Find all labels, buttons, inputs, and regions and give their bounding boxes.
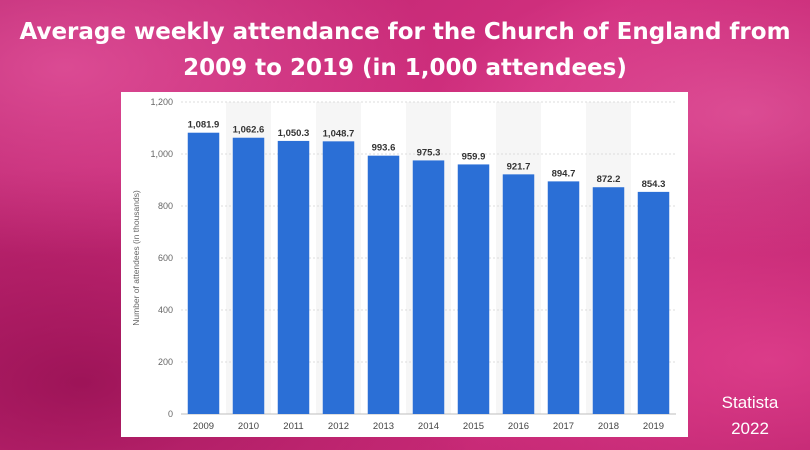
bar bbox=[367, 155, 400, 414]
value-label: 1,062.6 bbox=[233, 125, 265, 136]
x-tick-label: 2010 bbox=[238, 421, 259, 432]
bar bbox=[547, 181, 580, 414]
y-tick-label: 1,200 bbox=[150, 97, 173, 107]
x-tick-label: 2018 bbox=[598, 421, 619, 432]
x-tick-label: 2013 bbox=[373, 421, 394, 432]
bar-chart: 0 200 400 600 800 1,000 1,200 Number of attende… bbox=[131, 97, 676, 432]
source-note: Statista 2022 bbox=[700, 390, 800, 442]
value-label: 1,048.7 bbox=[323, 128, 355, 139]
bar bbox=[592, 187, 625, 414]
value-label: 975.3 bbox=[417, 147, 441, 158]
bar bbox=[187, 132, 220, 414]
y-tick-label: 600 bbox=[158, 253, 173, 263]
source-year: 2022 bbox=[731, 419, 769, 438]
y-axis-label: Number of attendees (in thousands) bbox=[131, 190, 141, 326]
y-tick-label: 200 bbox=[158, 357, 173, 367]
bar bbox=[232, 137, 265, 414]
y-tick-label: 800 bbox=[158, 201, 173, 211]
bar bbox=[457, 164, 490, 414]
bar bbox=[637, 191, 670, 414]
bar bbox=[322, 141, 355, 414]
x-tick-label: 2012 bbox=[328, 421, 349, 432]
chart-title: Average weekly attendance for the Church… bbox=[0, 14, 810, 86]
value-label: 959.9 bbox=[462, 151, 486, 162]
bar bbox=[277, 140, 310, 414]
bar bbox=[412, 160, 445, 414]
value-label: 872.2 bbox=[597, 174, 621, 185]
y-tick-label: 1,000 bbox=[150, 149, 173, 159]
x-tick-label: 2011 bbox=[283, 421, 303, 432]
value-label: 854.3 bbox=[642, 179, 666, 190]
value-label: 921.7 bbox=[507, 161, 531, 172]
chart-title-line-1: Average weekly attendance for the Church… bbox=[19, 19, 791, 45]
source-name: Statista bbox=[721, 393, 779, 412]
y-tick-label: 400 bbox=[158, 305, 173, 315]
value-label: 1,081.9 bbox=[188, 120, 220, 131]
x-tick-label: 2016 bbox=[508, 421, 529, 432]
value-label: 1,050.3 bbox=[278, 128, 310, 139]
x-tick-label: 2019 bbox=[643, 421, 664, 432]
chart-title-line-2: 2009 to 2019 (in 1,000 attendees) bbox=[183, 55, 627, 81]
chart-panel: 0 200 400 600 800 1,000 1,200 Number of attende… bbox=[121, 92, 688, 437]
value-label: 894.7 bbox=[552, 168, 576, 179]
x-tick-label: 2009 bbox=[193, 421, 214, 432]
x-tick-label: 2015 bbox=[463, 421, 484, 432]
value-label: 993.6 bbox=[372, 143, 396, 154]
y-tick-label: 0 bbox=[168, 409, 173, 419]
x-tick-label: 2014 bbox=[418, 421, 439, 432]
bar bbox=[502, 174, 535, 414]
x-tick-label: 2017 bbox=[553, 421, 574, 432]
